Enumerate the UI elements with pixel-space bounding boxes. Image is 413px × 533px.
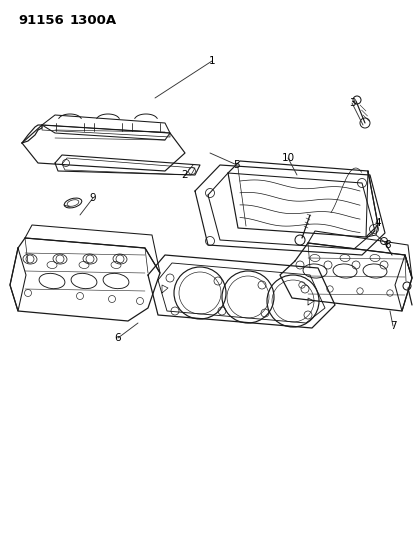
Text: 1: 1 bbox=[208, 56, 215, 66]
Text: 8: 8 bbox=[384, 240, 390, 250]
Text: 4: 4 bbox=[374, 218, 380, 228]
Text: 10: 10 bbox=[281, 153, 294, 163]
Text: 1300A: 1300A bbox=[70, 14, 117, 27]
Text: 6: 6 bbox=[114, 333, 121, 343]
Text: 7: 7 bbox=[389, 321, 395, 331]
Text: 2: 2 bbox=[181, 170, 188, 180]
Text: 9: 9 bbox=[90, 193, 96, 203]
Text: 5: 5 bbox=[233, 160, 240, 170]
Text: 91156: 91156 bbox=[18, 14, 64, 27]
Text: 3: 3 bbox=[348, 98, 354, 108]
